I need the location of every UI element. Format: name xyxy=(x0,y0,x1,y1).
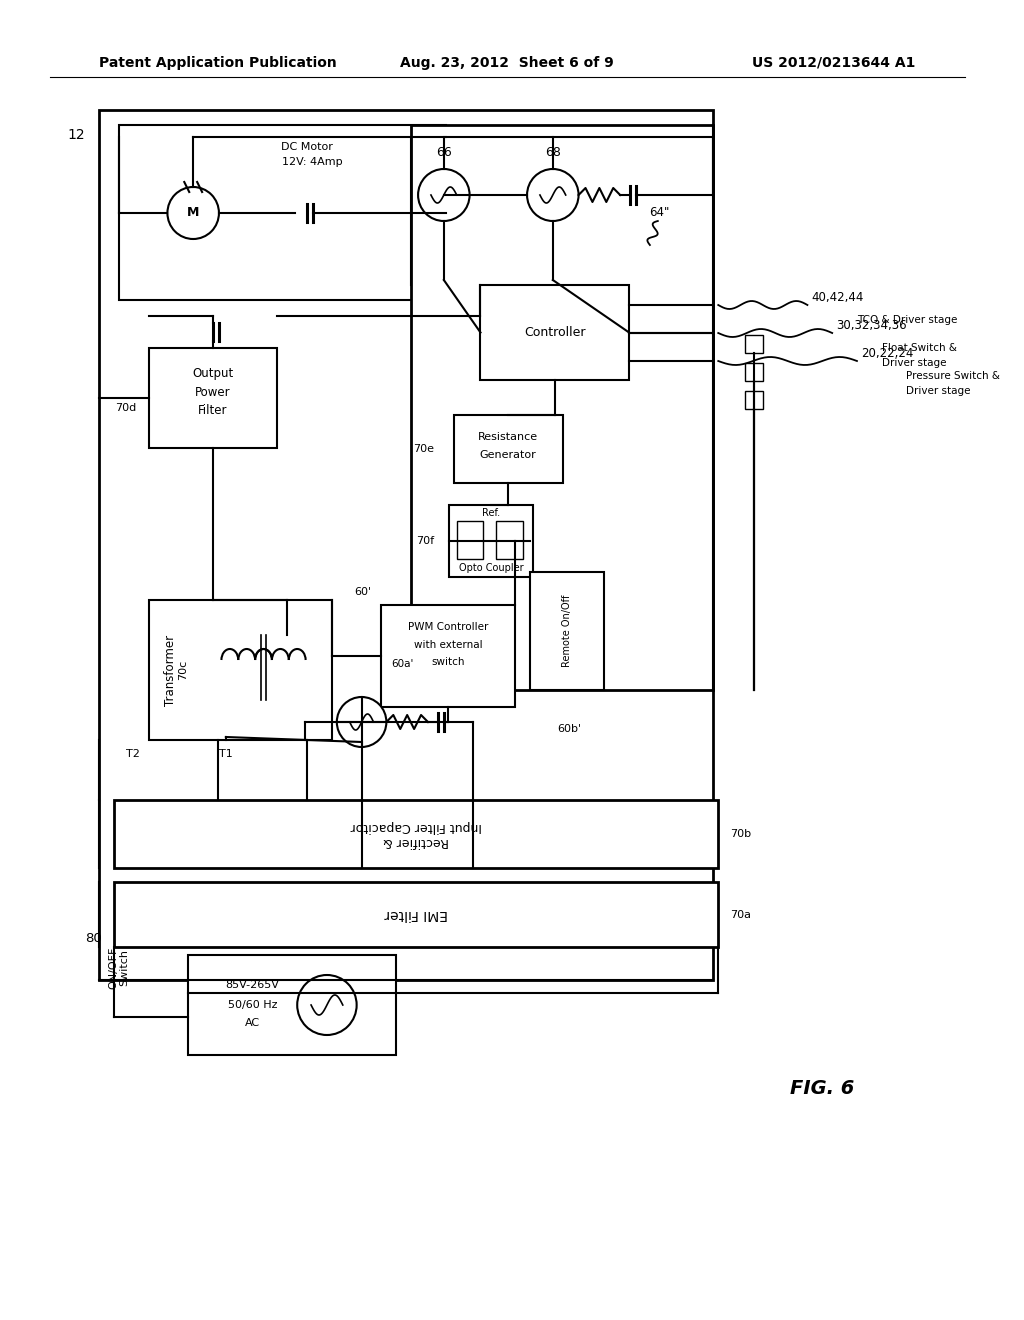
Bar xyxy=(119,125,445,300)
Bar xyxy=(148,348,278,447)
Text: 50/60 Hz: 50/60 Hz xyxy=(228,1001,278,1010)
Circle shape xyxy=(337,697,386,747)
Bar xyxy=(449,506,534,577)
Text: 60': 60' xyxy=(354,587,372,597)
Text: 12: 12 xyxy=(68,128,85,143)
Text: Output: Output xyxy=(193,367,233,380)
Text: Remote On/Off: Remote On/Off xyxy=(562,595,572,667)
Text: 68: 68 xyxy=(545,147,561,160)
Text: Generator: Generator xyxy=(480,450,537,459)
Text: 60a': 60a' xyxy=(391,659,414,669)
Bar xyxy=(745,363,763,381)
Circle shape xyxy=(297,975,356,1035)
Bar xyxy=(745,391,763,409)
Text: 80: 80 xyxy=(85,932,102,945)
Bar xyxy=(497,521,523,558)
Text: switch: switch xyxy=(431,657,465,667)
Text: Float Switch &: Float Switch & xyxy=(882,343,956,352)
Text: 70e: 70e xyxy=(413,444,434,454)
Bar xyxy=(454,414,563,483)
Text: Driver stage: Driver stage xyxy=(906,385,971,396)
Text: FIG. 6: FIG. 6 xyxy=(791,1078,854,1097)
Text: 20,22,24: 20,22,24 xyxy=(861,346,913,359)
Text: 85V-265V: 85V-265V xyxy=(225,979,280,990)
Text: Rectifier &
Input Filter Capacitor: Rectifier & Input Filter Capacitor xyxy=(350,820,481,847)
Circle shape xyxy=(527,169,579,220)
Text: TCO & Driver stage: TCO & Driver stage xyxy=(857,315,957,325)
Text: Filter: Filter xyxy=(199,404,227,417)
Text: AC: AC xyxy=(245,1018,260,1028)
Bar xyxy=(480,285,629,380)
Text: T2: T2 xyxy=(126,748,139,759)
Text: 70d: 70d xyxy=(115,403,136,413)
Text: 70b: 70b xyxy=(730,829,752,840)
Bar xyxy=(148,601,332,741)
Bar xyxy=(457,521,483,558)
Text: ON/OFF
Switch: ON/OFF Switch xyxy=(109,946,130,989)
Circle shape xyxy=(418,169,470,220)
Text: Resistance: Resistance xyxy=(478,432,539,442)
Text: 70f: 70f xyxy=(416,536,434,546)
Bar xyxy=(381,605,515,708)
Bar xyxy=(412,125,714,690)
Text: 70a: 70a xyxy=(730,909,752,920)
Text: 12V: 4Amp: 12V: 4Amp xyxy=(282,157,342,168)
Text: 64": 64" xyxy=(649,206,670,219)
Text: M: M xyxy=(187,206,200,219)
Bar xyxy=(530,572,604,690)
Text: Ref.: Ref. xyxy=(482,508,500,517)
Bar xyxy=(99,110,714,979)
Text: 40,42,44: 40,42,44 xyxy=(811,290,864,304)
Text: with external: with external xyxy=(414,640,482,649)
Text: 70c: 70c xyxy=(178,660,188,680)
Text: 66: 66 xyxy=(436,147,452,160)
Text: 60b': 60b' xyxy=(558,723,582,734)
Text: PWM Controller: PWM Controller xyxy=(409,622,488,632)
Text: US 2012/0213644 A1: US 2012/0213644 A1 xyxy=(752,55,915,70)
Text: Transformer: Transformer xyxy=(164,635,177,706)
Text: EMI Filter: EMI Filter xyxy=(384,908,447,921)
Text: Opto Coupler: Opto Coupler xyxy=(459,564,523,573)
Bar xyxy=(188,954,396,1055)
Bar xyxy=(745,335,763,352)
Text: T1: T1 xyxy=(219,748,232,759)
Bar xyxy=(114,882,718,946)
Circle shape xyxy=(168,187,219,239)
Text: Patent Application Publication: Patent Application Publication xyxy=(99,55,337,70)
Text: 30,32,34,36: 30,32,34,36 xyxy=(837,318,907,331)
Text: Controller: Controller xyxy=(524,326,586,339)
Text: Driver stage: Driver stage xyxy=(882,358,946,368)
Text: Aug. 23, 2012  Sheet 6 of 9: Aug. 23, 2012 Sheet 6 of 9 xyxy=(400,55,614,70)
Text: Pressure Switch &: Pressure Switch & xyxy=(906,371,1000,381)
Bar xyxy=(114,800,718,869)
Text: Power: Power xyxy=(196,385,230,399)
Text: DC Motor: DC Motor xyxy=(282,143,333,152)
